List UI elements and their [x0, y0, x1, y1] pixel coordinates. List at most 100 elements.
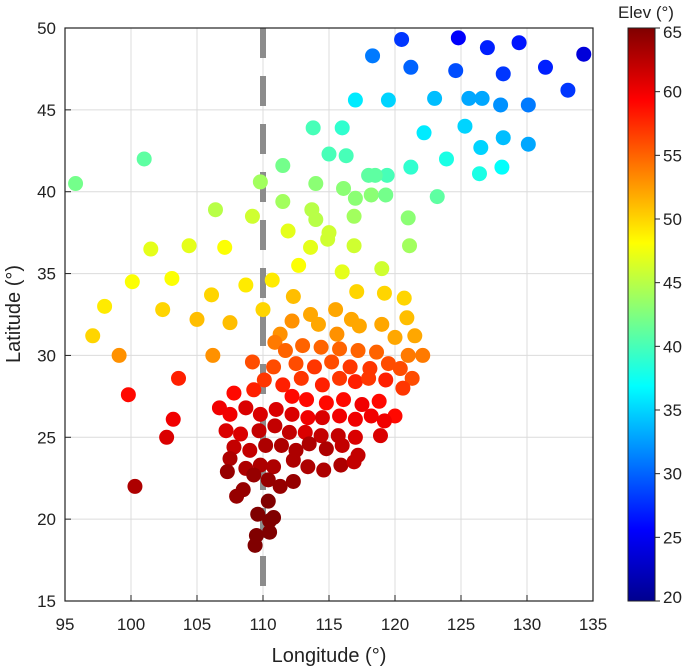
scatter-point [143, 241, 159, 257]
colorbar-tick-label: 35 [663, 401, 682, 420]
scatter-point [285, 473, 301, 489]
scatter-point [255, 302, 271, 318]
scatter-point [396, 290, 412, 306]
scatter-point [332, 341, 348, 357]
scatter-point [429, 189, 445, 205]
scatter-point [395, 380, 411, 396]
scatter-point [334, 437, 350, 453]
scatter-point [448, 63, 464, 79]
scatter-point [372, 428, 388, 444]
y-axis: 15 20 25 30 35 40 45 50 [37, 19, 71, 611]
scatter-point [403, 159, 419, 175]
scatter-point [350, 343, 366, 359]
scatter-point [457, 118, 473, 134]
scatter-point [284, 313, 300, 329]
scatter-point [376, 413, 392, 429]
y-tick-label: 45 [37, 101, 56, 120]
scatter-point [242, 442, 258, 458]
scatter-point [347, 429, 363, 445]
scatter-point [520, 136, 536, 152]
scatter-point [238, 400, 254, 416]
scatter-point [493, 97, 509, 113]
scatter-point [351, 318, 367, 334]
scatter-point [205, 347, 221, 363]
scatter-point [284, 388, 300, 404]
scatter-point [365, 48, 381, 64]
scatter-point [461, 90, 477, 106]
scatter-point [387, 329, 403, 345]
scatter-point [155, 302, 171, 318]
scatter-point [479, 40, 495, 56]
scatter-point [171, 370, 187, 386]
scatter-point [181, 238, 197, 254]
scatter-point [321, 146, 337, 162]
scatter-point [252, 406, 268, 422]
scatter-point [229, 488, 245, 504]
scatter-point [347, 411, 363, 427]
scatter-point [363, 408, 379, 424]
scatter-point [363, 187, 379, 203]
x-tick-label: 105 [183, 615, 211, 634]
scatter-point [336, 392, 352, 408]
scatter-point [300, 410, 316, 426]
scatter-point [120, 387, 136, 403]
scatter-point [376, 285, 392, 301]
scatter-point [297, 424, 313, 440]
scatter-point [415, 347, 431, 363]
scatter-point [124, 274, 140, 290]
x-tick-label: 100 [117, 615, 145, 634]
x-tick-label: 110 [249, 615, 276, 634]
y-axis-label: Latitude (°) [3, 265, 25, 363]
y-tick-label: 50 [37, 19, 56, 38]
y-tick-label: 20 [37, 510, 56, 529]
x-tick-label: 135 [579, 615, 607, 634]
scatter-point [378, 372, 394, 388]
scatter-point [207, 202, 223, 218]
scatter-point [258, 437, 274, 453]
scatter-point [394, 31, 410, 47]
scatter-point [450, 30, 466, 46]
scatter-point [246, 467, 262, 483]
scatter-point [369, 344, 385, 360]
scatter-point [511, 35, 527, 51]
scatter-point [268, 401, 284, 417]
scatter-point [328, 302, 344, 318]
x-axis: 95 100 105 110 115 120 125 130 135 [56, 595, 607, 634]
scatter-point [260, 472, 276, 488]
scatter-point [374, 316, 390, 332]
scatter-point [85, 328, 101, 344]
grid-lines [64, 27, 594, 602]
scatter-point [342, 359, 358, 375]
scatter-point [347, 190, 363, 206]
colorbar-gradient [627, 27, 656, 602]
scatter-point [354, 397, 370, 413]
scatter-point [250, 506, 266, 522]
scatter-point [275, 194, 291, 210]
colorbar-tick-label: 25 [663, 528, 682, 547]
scatter-point [97, 298, 113, 314]
scatter-point [380, 92, 396, 108]
scatter-point [438, 151, 454, 167]
scatter-point [537, 59, 553, 75]
scatter-point [252, 174, 268, 190]
scatter-point [204, 287, 220, 303]
scatter-point [226, 385, 242, 401]
scatter-point [361, 370, 377, 386]
scatter-point [266, 359, 282, 375]
colorbar-tick-label: 30 [663, 465, 682, 484]
scatter-point [284, 406, 300, 422]
scatter-point [275, 158, 291, 174]
scatter-point [329, 326, 345, 342]
scatter-point [219, 464, 235, 480]
scatter-point [222, 315, 238, 331]
scatter-point [285, 452, 301, 468]
scatter-point [371, 393, 387, 409]
scatter-point [159, 429, 175, 445]
x-axis-label: Longitude (°) [272, 645, 387, 666]
x-tick-label: 95 [56, 615, 75, 634]
scatter-point [495, 130, 511, 146]
scatter-point [299, 392, 315, 408]
y-tick-label: 30 [37, 346, 56, 365]
scatter-point [473, 140, 489, 156]
x-tick-label: 120 [381, 615, 409, 634]
